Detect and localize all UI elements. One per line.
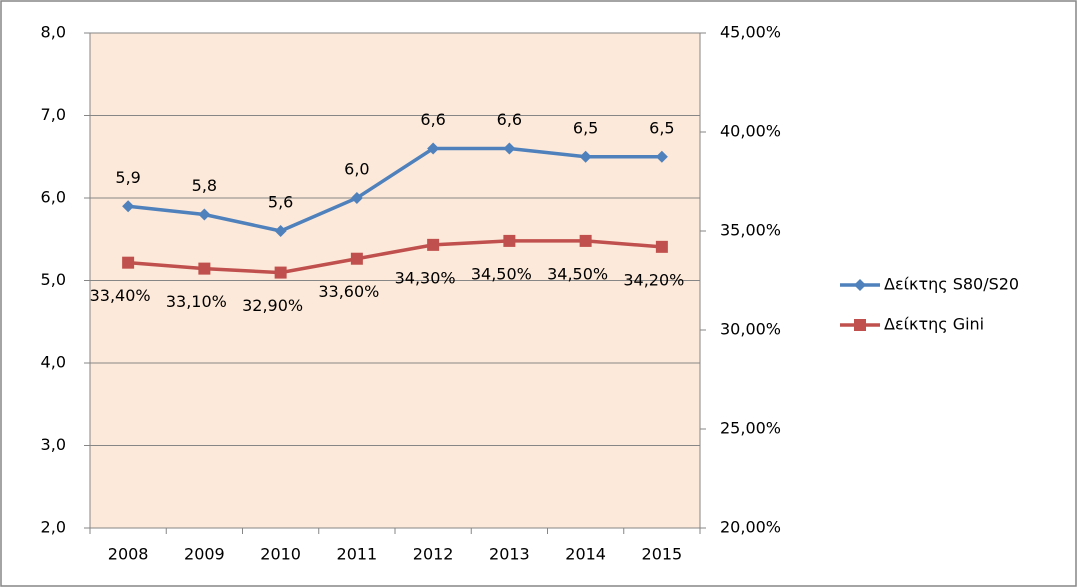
data-label: 6,0: [344, 160, 369, 179]
marker: [274, 266, 287, 279]
x-tick-label: 2009: [184, 545, 225, 564]
y-tick-label: 6,0: [41, 188, 66, 207]
x-tick-label: 2014: [565, 545, 606, 564]
data-label: 6,5: [573, 118, 598, 137]
x-tick-label: 2013: [489, 545, 530, 564]
marker: [274, 225, 287, 237]
marker: [122, 256, 135, 269]
y-tick-label: 4,0: [41, 353, 66, 372]
series-line: [127, 239, 663, 275]
y2-tick-label: 25,00%: [720, 419, 781, 438]
data-label: 6,5: [649, 118, 674, 137]
marker: [503, 234, 516, 247]
y-tick-label: 3,0: [41, 435, 66, 454]
y2-tick-label: 45,00%: [720, 23, 781, 42]
marker: [427, 238, 440, 251]
marker: [854, 319, 866, 331]
data-label: 34,50%: [547, 264, 608, 283]
x-tick-label: 2008: [108, 545, 149, 564]
marker: [427, 142, 440, 155]
marker: [198, 208, 211, 221]
legend-label: Δείκτης Gini: [884, 315, 984, 334]
marker: [198, 262, 211, 275]
marker: [655, 150, 668, 163]
data-label: 33,10%: [166, 292, 227, 311]
x-tick-label: 2010: [260, 545, 301, 564]
data-label: 33,60%: [318, 282, 379, 301]
y2-tick-label: 20,00%: [720, 518, 781, 537]
x-tick-label: 2012: [413, 545, 454, 564]
marker: [579, 150, 592, 163]
marker: [350, 252, 363, 265]
y-tick-label: 2,0: [41, 518, 66, 537]
data-label: 6,6: [497, 110, 522, 129]
data-label: 6,6: [420, 110, 445, 129]
marker: [854, 279, 866, 291]
marker: [350, 192, 363, 204]
x-tick-label: 2015: [642, 545, 683, 564]
marker: [503, 142, 516, 155]
data-label: 33,40%: [90, 286, 151, 305]
legend-label: Δείκτης S80/S20: [884, 275, 1019, 294]
marker: [579, 234, 592, 247]
y2-tick-label: 40,00%: [720, 122, 781, 141]
data-label: 5,9: [115, 168, 140, 187]
y2-tick-label: 30,00%: [720, 320, 781, 339]
y-tick-label: 8,0: [41, 23, 66, 42]
series-line: [127, 146, 662, 233]
x-tick-label: 2011: [337, 545, 378, 564]
data-label: 5,8: [192, 176, 217, 195]
data-label: 34,20%: [623, 270, 684, 289]
y-tick-label: 5,0: [41, 270, 66, 289]
data-label: 5,6: [268, 193, 293, 212]
marker: [122, 200, 135, 213]
data-label: 32,90%: [242, 296, 303, 315]
marker: [655, 240, 668, 253]
y2-tick-label: 35,00%: [720, 221, 781, 240]
y-tick-label: 7,0: [41, 105, 66, 124]
data-label: 34,50%: [471, 264, 532, 283]
data-label: 34,30%: [395, 268, 456, 287]
